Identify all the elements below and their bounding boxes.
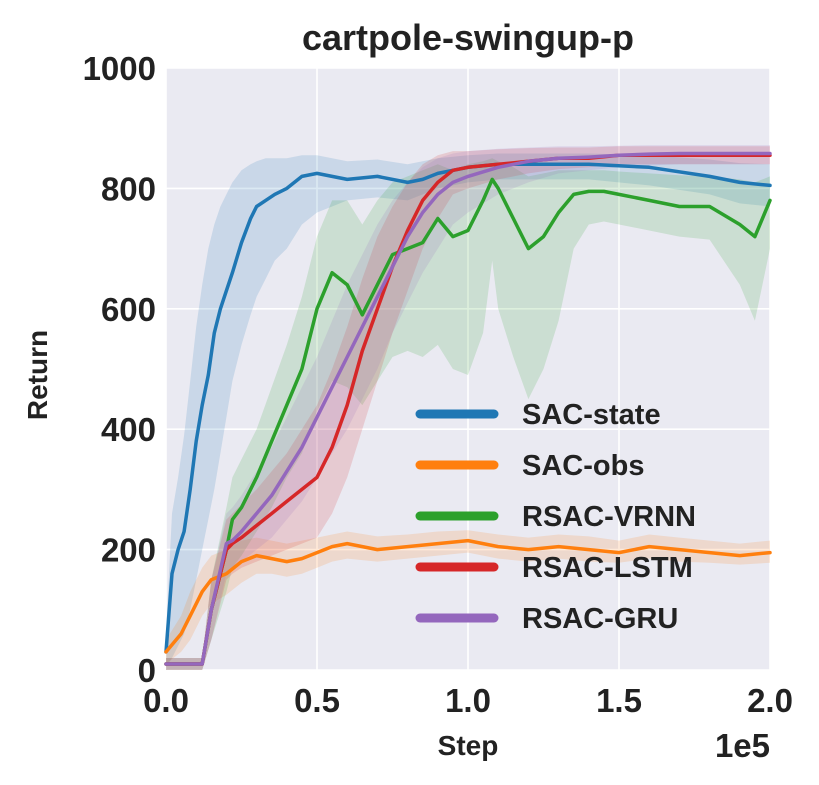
- x-tick-labels: 0.0 0.5 1.0 1.5 2.0: [143, 682, 793, 719]
- series-line-rsac-vrnn: [164, 177, 772, 666]
- x-tick-label-2: 1.0: [445, 682, 491, 719]
- x-tick-label-4: 2.0: [747, 682, 793, 719]
- x-axis-offset-label: 1e5: [715, 727, 770, 764]
- y-tick-label-0: 0: [138, 652, 156, 689]
- x-tick-label-3: 1.5: [596, 682, 642, 719]
- y-tick-label-2: 400: [101, 411, 156, 448]
- legend-label-rsac-vrnn: RSAC-VRNN: [522, 501, 696, 533]
- band-rsac-vrnn: [166, 158, 770, 671]
- series-line-rsac-gru: [164, 151, 772, 666]
- x-tick-label-1: 0.5: [294, 682, 340, 719]
- chart-title: cartpole-swingup-p: [302, 17, 634, 58]
- y-tick-label-5: 1000: [83, 50, 156, 87]
- y-tick-label-4: 800: [101, 170, 156, 207]
- confidence-bands: [166, 145, 770, 671]
- legend-label-rsac-lstm: RSAC-LSTM: [522, 552, 693, 584]
- series-lines: [164, 151, 772, 666]
- legend-label-sac-obs: SAC-obs: [522, 450, 644, 482]
- x-tick-label-0: 0.0: [143, 682, 189, 719]
- legend-label-sac-state: SAC-state: [522, 399, 661, 431]
- band-sac-obs: [166, 530, 770, 664]
- legend: SAC-state SAC-obs RSAC-VRNN RSAC-LSTM RSAC-G…: [415, 399, 696, 635]
- y-tick-label-3: 600: [101, 291, 156, 328]
- y-axis-label: Return: [22, 330, 53, 420]
- band-sac-state: [166, 153, 770, 667]
- y-tick-label-1: 200: [101, 532, 156, 569]
- x-axis-label: Step: [438, 730, 499, 761]
- y-tick-labels: 0 200 400 600 800 1000: [83, 50, 156, 689]
- legend-label-rsac-gru: RSAC-GRU: [522, 603, 678, 635]
- series-line-sac-obs: [164, 538, 772, 654]
